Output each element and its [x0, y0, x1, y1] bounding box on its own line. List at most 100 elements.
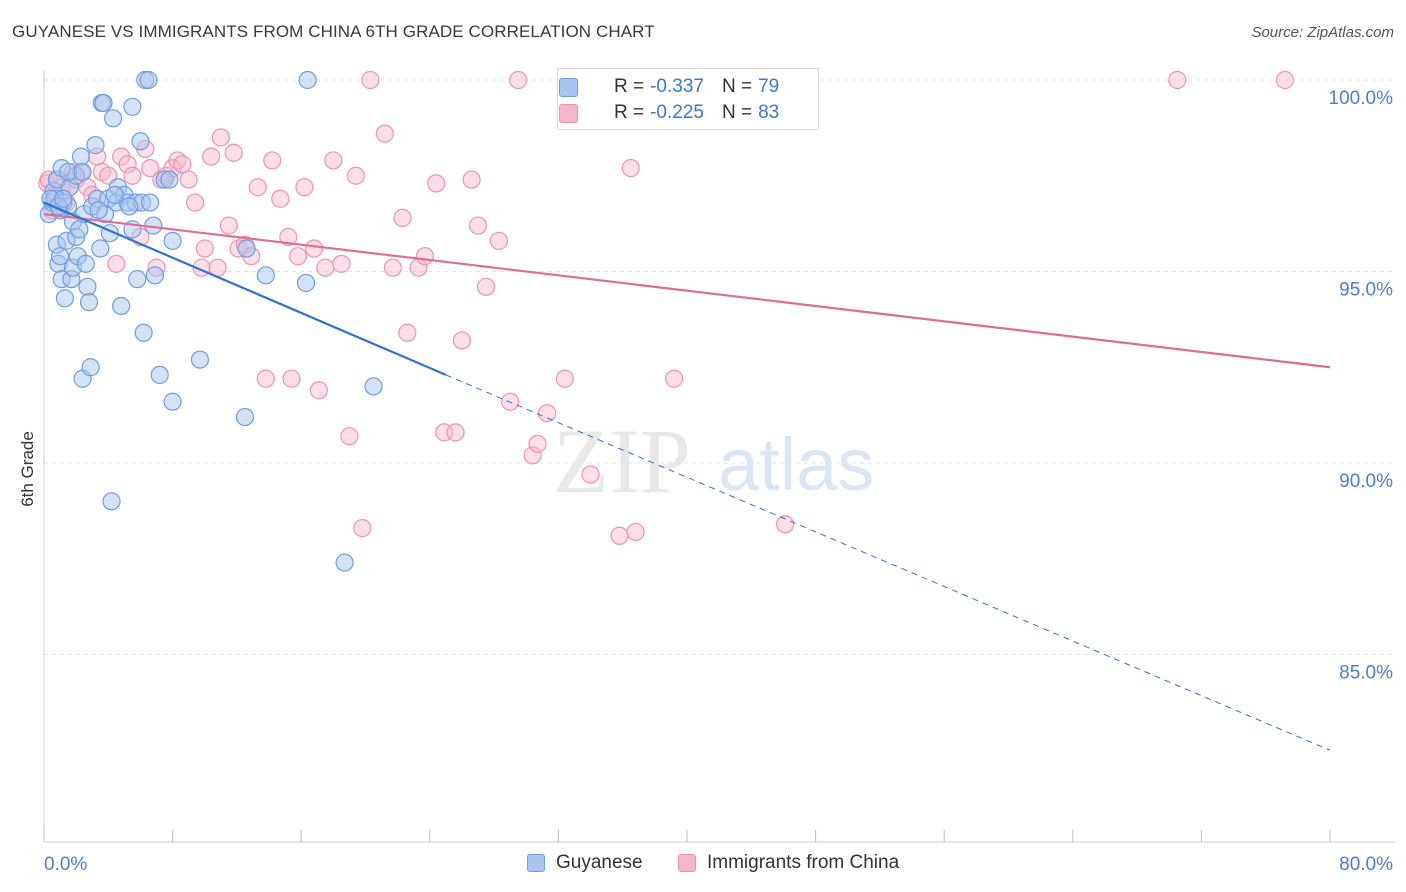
legend-item-guyanese[interactable]: Guyanese: [527, 852, 643, 874]
data-point-china: [271, 189, 290, 208]
data-point-guyanese: [76, 254, 95, 273]
gridlines: [44, 79, 1395, 655]
data-point-china: [1275, 70, 1295, 90]
zipatlas-watermark: ZIP atlas: [553, 410, 874, 512]
data-point-guyanese: [81, 358, 100, 377]
data-point-china: [393, 208, 412, 227]
data-point-china: [446, 423, 465, 442]
data-point-china: [179, 170, 198, 189]
data-point-china: [462, 170, 481, 189]
legend-swatch-guyanese: [527, 854, 545, 872]
legend-item-china[interactable]: Immigrants from China: [678, 852, 899, 874]
data-point-china: [610, 526, 629, 545]
n-label: N =: [721, 102, 753, 123]
data-point-guyanese: [54, 189, 73, 208]
data-point-china: [621, 158, 640, 178]
data-point-guyanese: [190, 350, 210, 369]
data-point-china: [107, 254, 126, 273]
trend-line-guyanese: [43, 201, 447, 376]
data-point-guyanese: [78, 277, 97, 296]
data-point-china: [375, 124, 394, 143]
data-point-china: [775, 515, 795, 534]
data-point-guyanese: [112, 296, 131, 316]
data-point-guyanese: [150, 365, 169, 385]
y-tick-label: 100.0%: [1329, 88, 1394, 109]
data-point-guyanese: [105, 185, 124, 204]
data-point-guyanese: [335, 553, 354, 572]
data-point-guyanese: [86, 136, 105, 155]
data-point-china: [295, 178, 314, 197]
data-point-china: [581, 465, 600, 484]
data-point-china: [528, 434, 547, 453]
r-value-guyanese: -0.337: [650, 76, 704, 97]
n-value-guyanese: 79: [758, 76, 780, 97]
y-tick-label: 90.0%: [1339, 471, 1393, 492]
r-value-china: -0.225: [650, 102, 704, 123]
data-point-china: [304, 239, 324, 258]
data-point-guyanese: [140, 193, 160, 212]
swatch-guyanese: [559, 78, 578, 97]
axis-labels: 100.0% 95.0% 90.0% 85.0% 0.0% 80.0%: [44, 88, 1393, 875]
y-tick-label: 85.0%: [1339, 663, 1393, 684]
data-point-china: [186, 193, 205, 212]
r-label: R =: [614, 102, 645, 123]
data-point-guyanese: [89, 201, 108, 220]
data-point-china: [361, 70, 380, 90]
data-point-china: [1168, 70, 1187, 90]
bottom-legend: Guyanese Immigrants from China: [0, 850, 1406, 880]
data-point-china: [452, 331, 472, 350]
data-point-china: [195, 239, 214, 258]
data-point-china: [316, 258, 335, 277]
r-label: R =: [614, 76, 645, 97]
data-point-china: [118, 155, 137, 174]
data-point-guyanese: [102, 492, 121, 511]
data-point-china: [398, 323, 417, 342]
data-point-china: [353, 519, 372, 538]
data-point-guyanese: [364, 377, 383, 396]
data-point-guyanese: [73, 162, 92, 182]
data-point-china: [202, 147, 221, 166]
data-point-guyanese: [296, 273, 316, 293]
data-point-china: [219, 216, 238, 235]
data-point-guyanese: [70, 220, 89, 239]
data-point-china: [340, 427, 359, 446]
data-point-china: [248, 178, 267, 197]
data-point-guyanese: [235, 407, 255, 427]
data-point-guyanese: [123, 97, 142, 116]
data-point-china: [383, 258, 402, 277]
data-point-china: [123, 166, 142, 185]
y-tick-label: 95.0%: [1339, 280, 1393, 301]
data-point-china: [523, 446, 542, 465]
data-point-guyanese: [145, 266, 165, 285]
x-tick-label-min: 0.0%: [44, 854, 87, 875]
data-point-china: [173, 155, 192, 174]
data-point-china: [288, 247, 308, 266]
data-point-guyanese: [237, 239, 256, 258]
data-point-china: [256, 369, 275, 388]
data-point-guyanese: [298, 70, 317, 90]
legend-label-china: Immigrants from China: [707, 852, 900, 873]
chart-title: GUYANESE VS IMMIGRANTS FROM CHINA 6TH GR…: [12, 22, 655, 41]
data-point-china: [415, 247, 435, 266]
data-point-china: [489, 231, 509, 250]
data-point-guyanese: [94, 93, 113, 113]
data-point-guyanese: [55, 289, 74, 308]
data-point-china: [140, 158, 160, 178]
data-point-china: [309, 381, 328, 400]
stats-row-china: R = -0.225 N = 83: [559, 100, 779, 126]
data-point-china: [279, 227, 298, 247]
data-point-china: [626, 522, 645, 542]
stats-legend: R = -0.337 N = 79 R = -0.225 N = 83: [557, 68, 819, 130]
data-point-china: [509, 70, 528, 90]
n-label: N =: [721, 76, 753, 97]
data-point-guyanese: [160, 170, 179, 189]
data-point-china: [468, 216, 488, 235]
data-point-china: [476, 277, 496, 296]
trend-line-china: [43, 212, 1331, 369]
data-point-guyanese: [134, 323, 153, 342]
data-point-china: [211, 128, 230, 147]
legend-label-guyanese: Guyanese: [556, 852, 643, 873]
data-point-guyanese: [256, 266, 275, 285]
data-point-guyanese: [131, 132, 150, 151]
